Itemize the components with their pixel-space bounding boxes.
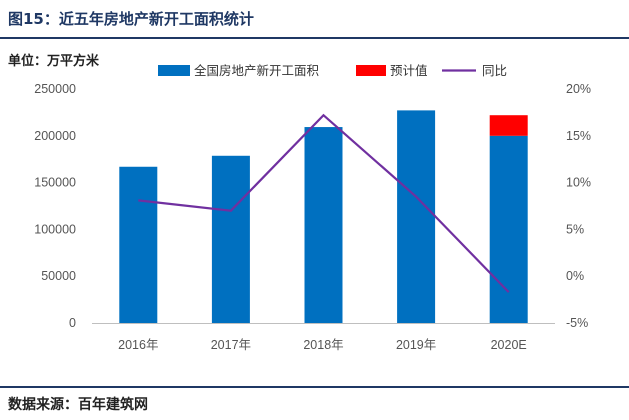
right-tick-label: 0% xyxy=(566,269,584,283)
left-axis: 0 50000 100000 150000 200000 250000 xyxy=(34,82,76,330)
yoy-line xyxy=(138,113,510,293)
bar-2017年 xyxy=(211,155,250,323)
figure-title: 图15：近五年房地产新开工面积统计 xyxy=(8,10,254,28)
right-tick-label: 20% xyxy=(566,82,591,96)
unit-label: 单位：万平方米 xyxy=(8,54,100,69)
line-series xyxy=(138,113,510,293)
left-tick-label: 200000 xyxy=(34,129,76,143)
x-tick-label: 2018年 xyxy=(303,338,343,352)
left-tick-label: 150000 xyxy=(34,176,76,190)
legend-swatch-main xyxy=(158,65,190,76)
x-tick-label: 2020E xyxy=(491,338,527,352)
left-tick-label: 50000 xyxy=(41,269,76,283)
legend-label-line: 同比 xyxy=(482,63,507,78)
x-tick-label: 2019年 xyxy=(396,338,436,352)
title-divider xyxy=(0,37,629,39)
x-axis: 2016年 2017年 2018年 2019年 2020E xyxy=(118,338,527,352)
x-tick-label: 2017年 xyxy=(211,338,251,352)
legend-swatch-estimate xyxy=(356,65,386,76)
right-tick-label: 15% xyxy=(566,129,591,143)
left-tick-label: 0 xyxy=(69,316,76,330)
right-tick-label: -5% xyxy=(566,316,588,330)
bar-series xyxy=(92,110,555,324)
right-tick-label: 5% xyxy=(566,222,584,236)
footer-divider xyxy=(0,386,629,388)
bar-2019年 xyxy=(397,110,436,324)
bar-2016年 xyxy=(119,166,158,323)
right-tick-label: 10% xyxy=(566,176,591,190)
legend-label-estimate: 预计值 xyxy=(390,63,428,78)
x-tick-label: 2016年 xyxy=(118,338,158,352)
source-label: 数据来源：百年建筑网 xyxy=(8,397,148,413)
legend-label-main: 全国房地产新开工面积 xyxy=(194,63,319,78)
bar-2020E xyxy=(489,135,528,323)
bar-2018年 xyxy=(304,127,343,324)
left-tick-label: 100000 xyxy=(34,222,76,236)
left-tick-label: 250000 xyxy=(34,82,76,96)
legend: 全国房地产新开工面积 预计值 同比 xyxy=(158,63,507,78)
right-axis: -5% 0% 5% 10% 15% 20% xyxy=(566,82,591,330)
estimate-bar-2020E xyxy=(489,115,528,136)
